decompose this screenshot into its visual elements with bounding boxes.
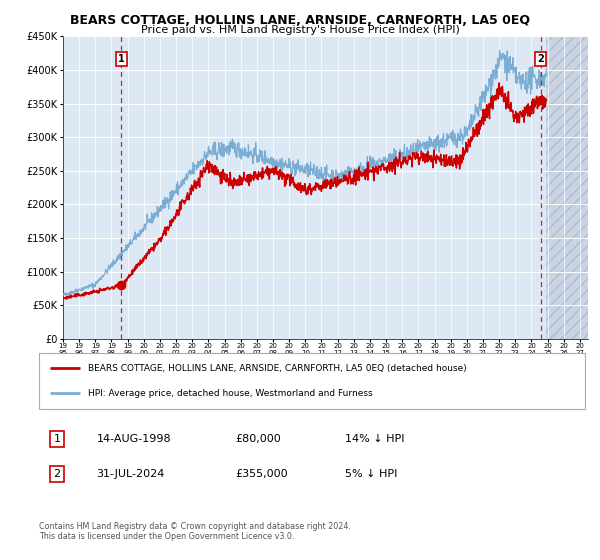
Text: £355,000: £355,000 — [236, 469, 288, 479]
Text: HPI: Average price, detached house, Westmorland and Furness: HPI: Average price, detached house, West… — [88, 389, 373, 398]
Text: Price paid vs. HM Land Registry's House Price Index (HPI): Price paid vs. HM Land Registry's House … — [140, 25, 460, 35]
Bar — [547, 36, 588, 339]
Text: 14-AUG-1998: 14-AUG-1998 — [97, 434, 171, 444]
Text: £80,000: £80,000 — [236, 434, 281, 444]
Text: BEARS COTTAGE, HOLLINS LANE, ARNSIDE, CARNFORTH, LA5 0EQ (detached house): BEARS COTTAGE, HOLLINS LANE, ARNSIDE, CA… — [88, 364, 467, 373]
Text: 2: 2 — [53, 469, 61, 479]
Text: BEARS COTTAGE, HOLLINS LANE, ARNSIDE, CARNFORTH, LA5 0EQ: BEARS COTTAGE, HOLLINS LANE, ARNSIDE, CA… — [70, 14, 530, 27]
Text: 1: 1 — [53, 434, 61, 444]
Text: 14% ↓ HPI: 14% ↓ HPI — [345, 434, 404, 444]
FancyBboxPatch shape — [39, 353, 585, 409]
Text: 2: 2 — [538, 54, 544, 64]
Text: 1: 1 — [118, 54, 125, 64]
Text: 5% ↓ HPI: 5% ↓ HPI — [345, 469, 397, 479]
Text: Contains HM Land Registry data © Crown copyright and database right 2024.
This d: Contains HM Land Registry data © Crown c… — [39, 522, 351, 542]
Text: 31-JUL-2024: 31-JUL-2024 — [97, 469, 165, 479]
